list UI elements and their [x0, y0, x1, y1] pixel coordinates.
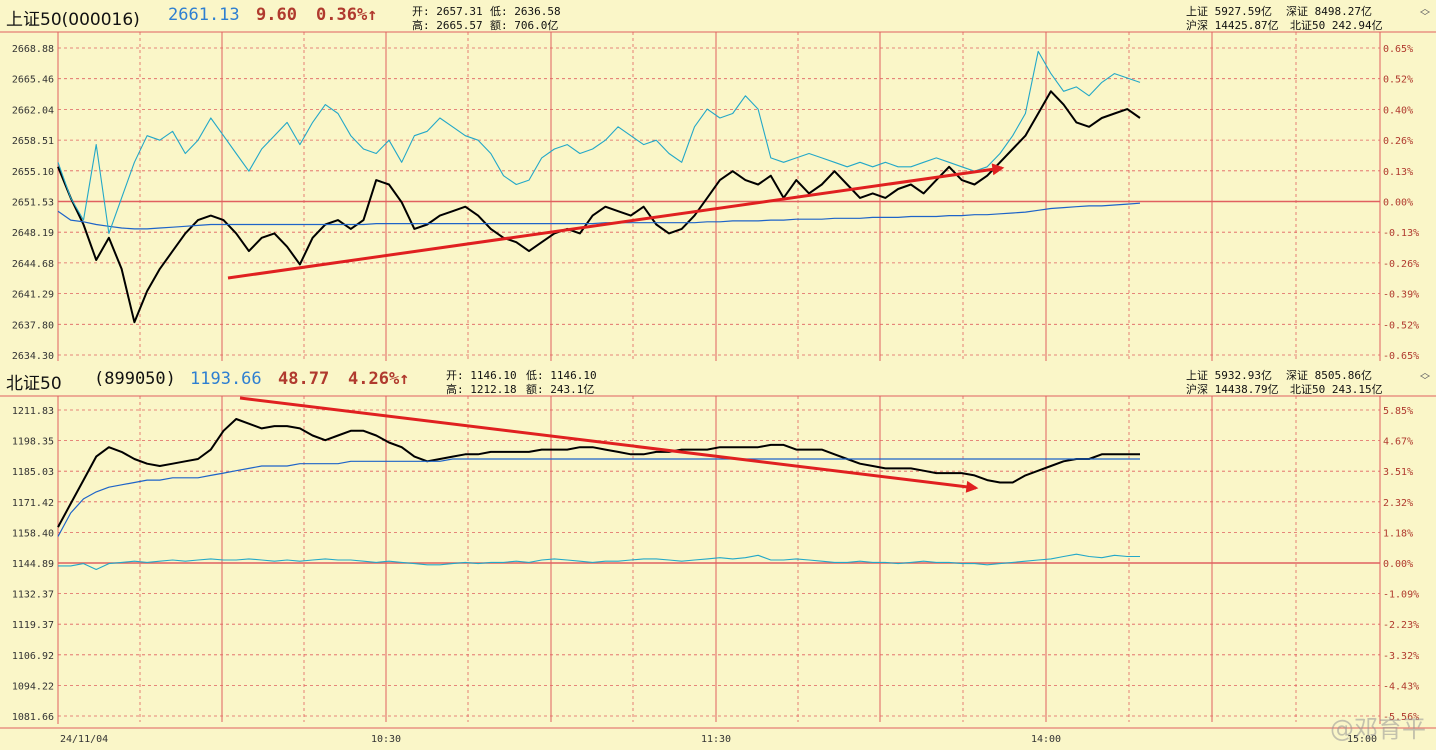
y-right-tick-label: -1.09% [1383, 590, 1419, 601]
top-panel-header: 上证50(000016) 2661.13 9.60 0.36%↑ 开: 2657… [0, 0, 1436, 32]
top-low: 低: 2636.58 [490, 5, 561, 18]
y-right-tick-label: 0.00% [1383, 559, 1413, 570]
bottom-mk-bz: 北证50 243.15亿 [1290, 383, 1383, 396]
x-tick-label: 15:00 [1347, 734, 1377, 745]
y-left-tick-label: 1185.03 [12, 467, 54, 478]
y-right-tick-label: -0.13% [1383, 228, 1419, 239]
x-tick-label: 14:00 [1031, 734, 1061, 745]
y-left-tick-label: 2665.46 [12, 75, 54, 86]
y-right-tick-label: 5.85% [1383, 406, 1413, 417]
y-right-tick-label: 1.18% [1383, 528, 1413, 539]
y-right-tick-label: -3.32% [1383, 651, 1419, 662]
y-right-tick-label: -4.43% [1383, 681, 1419, 692]
y-left-tick-label: 2668.88 [12, 44, 54, 55]
y-right-tick-label: -0.26% [1383, 259, 1419, 270]
price-line [57, 90, 1141, 324]
x-tick-label: 10:30 [371, 734, 401, 745]
breadth-line [57, 50, 1141, 234]
bottom-amount: 额: 243.1亿 [526, 383, 595, 396]
y-right-tick-label: -0.65% [1383, 351, 1419, 362]
top-mk-sh: 上证 5927.59亿 [1186, 5, 1272, 18]
bottom-index-change: 48.77 [278, 369, 330, 389]
y-left-tick-label: 2648.19 [12, 228, 54, 239]
y-right-tick-label: 0.00% [1383, 198, 1413, 209]
bottom-mk-hs: 沪深 14438.79亿 [1186, 383, 1279, 396]
y-left-tick-label: 1158.40 [12, 528, 54, 539]
bottom-index-pct: 4.26%↑ [348, 369, 410, 389]
top-open: 开: 2657.31 [412, 5, 483, 18]
bottom-open: 开: 1146.10 [446, 369, 517, 382]
bottom-index-code: (899050) [94, 369, 176, 389]
y-right-tick-label: 4.67% [1383, 437, 1413, 448]
bottom-panel-header: 北证50 (899050) 1193.66 48.77 4.26%↑ 开: 11… [0, 364, 1436, 396]
y-left-tick-label: 1211.83 [12, 406, 54, 417]
y-right-tick-label: -5.56% [1383, 712, 1419, 723]
top-mk-bz: 北证50 242.94亿 [1290, 19, 1383, 32]
top-amount: 额: 706.0亿 [490, 19, 559, 32]
y-right-tick-label: -0.52% [1383, 320, 1419, 331]
y-left-tick-label: 2634.30 [12, 351, 54, 362]
x-tick-label: 11:30 [701, 734, 731, 745]
top-index-price: 2661.13 [168, 5, 240, 25]
y-left-tick-label: 1132.37 [12, 590, 54, 601]
y-right-tick-label: 0.52% [1383, 75, 1413, 86]
y-right-tick-label: 0.40% [1383, 105, 1413, 116]
y-left-tick-label: 2658.51 [12, 136, 54, 147]
bottom-high: 高: 1212.18 [446, 383, 517, 396]
top-index-pct: 0.36%↑ [316, 5, 378, 25]
y-left-tick-label: 1171.42 [12, 498, 54, 509]
price-line [57, 418, 1140, 528]
top-mk-hs: 沪深 14425.87亿 [1186, 19, 1279, 32]
x-tick-label: 24/11/04 [60, 734, 108, 745]
top-high: 高: 2665.57 [412, 19, 483, 32]
y-right-tick-label: 2.32% [1383, 498, 1413, 509]
y-right-tick-label: 0.65% [1383, 44, 1413, 55]
bottom-low: 低: 1146.10 [526, 369, 597, 382]
average-line [57, 458, 1140, 537]
bottom-mk-sh: 上证 5932.93亿 [1186, 369, 1272, 382]
y-left-tick-label: 1198.35 [12, 437, 54, 448]
y-left-tick-label: 1081.66 [12, 712, 54, 723]
y-left-tick-label: 2651.53 [12, 198, 54, 209]
y-left-tick-label: 2644.68 [12, 259, 54, 270]
y-right-tick-label: -2.23% [1383, 620, 1419, 631]
top-index-name: 上证50(000016) [6, 10, 140, 30]
top-mk-sz: 深证 8498.27亿 [1286, 5, 1372, 18]
bottom-index-name: 北证50 [6, 374, 62, 394]
average-line [57, 202, 1141, 230]
top-index-change: 9.60 [256, 5, 297, 25]
bottom-mk-sz: 深证 8505.86亿 [1286, 369, 1372, 382]
trend-arrow-down [239, 396, 979, 493]
double-chevron-icon[interactable]: ︿ ﹀ [1420, 368, 1430, 387]
y-left-tick-label: 2641.29 [12, 290, 54, 301]
breadth-line [58, 553, 1140, 571]
y-right-tick-label: 3.51% [1383, 467, 1413, 478]
y-right-tick-label: -0.39% [1383, 290, 1419, 301]
y-right-tick-label: 0.13% [1383, 167, 1413, 178]
y-left-tick-label: 1119.37 [12, 620, 54, 631]
y-right-tick-label: 0.26% [1383, 136, 1413, 147]
y-left-tick-label: 2662.04 [12, 105, 54, 116]
y-left-tick-label: 2637.80 [12, 320, 54, 331]
y-left-tick-label: 1106.92 [12, 651, 54, 662]
double-chevron-icon[interactable]: ︿ ﹀ [1420, 4, 1430, 23]
y-left-tick-label: 2655.10 [12, 167, 54, 178]
y-left-tick-label: 1094.22 [12, 681, 54, 692]
trend-arrow-up [227, 163, 1005, 280]
y-left-tick-label: 1144.89 [12, 559, 54, 570]
bottom-index-price: 1193.66 [190, 369, 262, 389]
watermark: @邓育平 [1330, 715, 1426, 743]
